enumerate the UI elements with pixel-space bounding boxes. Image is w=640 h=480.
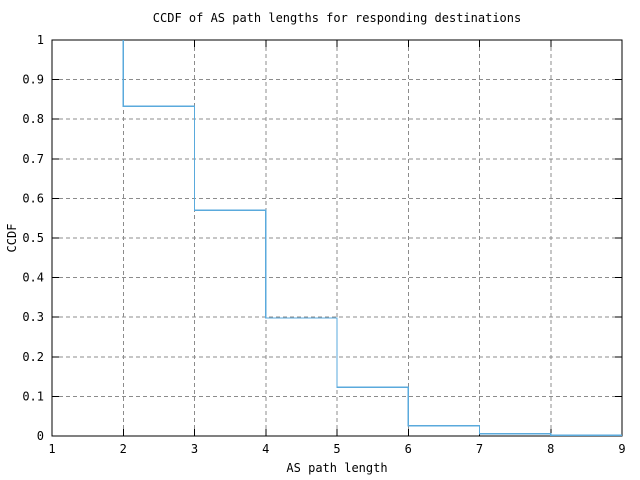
y-tick-label: 0.4	[22, 271, 44, 285]
plot-border	[51, 39, 623, 437]
chart-title: CCDF of AS path lengths for responding d…	[152, 11, 522, 25]
y-tick-label: 1	[37, 33, 44, 47]
x-tick-label: 7	[476, 442, 483, 456]
x-tick-label: 2	[120, 442, 127, 456]
x-tick-label: 8	[547, 442, 554, 456]
y-tick-label: 0	[37, 429, 44, 443]
y-tick-label: 0.5	[22, 231, 44, 245]
y-tick-label: 0.8	[22, 112, 44, 126]
x-tick-label: 6	[405, 442, 412, 456]
x-tick-label: 5	[333, 442, 340, 456]
x-tick-label: 9	[618, 442, 625, 456]
y-tick-label: 0.6	[22, 191, 44, 205]
x-tick-label: 4	[262, 442, 269, 456]
y-tick-label: 0.1	[22, 389, 44, 403]
x-axis-label: AS path length	[286, 461, 388, 475]
x-tick-label: 3	[191, 442, 198, 456]
y-tick-label: 0.9	[22, 73, 44, 87]
x-tick-label: 1	[48, 442, 55, 456]
y-tick-label: 0.7	[22, 152, 44, 166]
ccdf-step-line	[122, 40, 622, 436]
y-tick-label: 0.3	[22, 310, 44, 324]
y-tick-label: 0.2	[22, 350, 44, 364]
